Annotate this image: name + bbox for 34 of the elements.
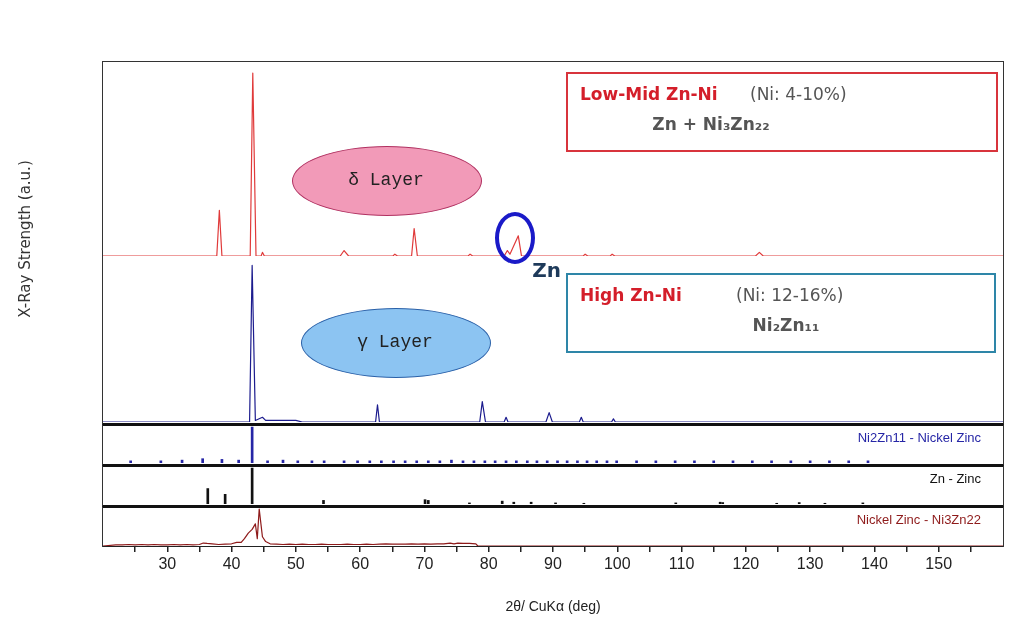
x-tick-label: 100 [603,555,631,573]
annotation: δ Layer [347,170,425,190]
bar [206,488,210,504]
annotation: Ni₂Zn₁₁ [751,315,821,335]
x-tick-label: 50 [286,555,305,573]
x-tick-label: 60 [351,555,370,573]
text: Zn - Zinc [929,471,982,487]
x-tick-label: 110 [668,555,695,573]
annotation: Low-Mid Zn-Ni [580,84,718,104]
x-tick-label: 120 [732,555,760,573]
bar [500,500,504,504]
bar [237,459,240,463]
x-tick-label: 80 [479,555,498,573]
x-tick-label: 90 [544,555,562,573]
x-tick-label: 140 [861,555,888,573]
x-tick-label: 130 [796,555,824,573]
x-tick-label: 150 [925,555,953,573]
bar [450,459,453,463]
x-axis-title: 2θ/ CuKα (deg) [505,598,601,615]
bar [322,500,325,504]
annotation: High Zn-Ni [580,285,682,305]
bar [201,458,204,463]
annotation: (Ni: 4-10%) [750,84,847,104]
series-label: Nickel Zinc - Ni3Zn22 [856,512,981,528]
annotation: Zn [532,257,562,282]
x-tick-label: 40 [222,555,241,573]
series-label: Ni2Zn11 - Nickel Zinc [857,430,982,446]
annotation: γ Layer [356,332,434,352]
y-axis-title: X-Ray Strength (a.u.) [16,160,34,318]
x-tick-label: 30 [158,555,177,573]
x-tick-label: 70 [415,555,434,573]
annotation: (Ni: 12-16%) [736,285,844,305]
annotation: Zn + Ni₃Zn₂₂ [651,114,771,134]
bar [512,501,516,504]
